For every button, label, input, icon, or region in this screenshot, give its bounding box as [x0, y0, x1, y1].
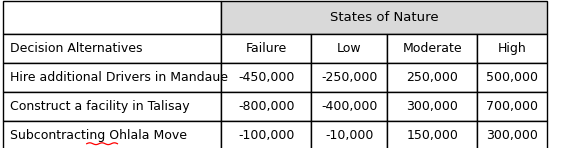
Text: Low: Low	[337, 42, 361, 55]
Bar	[477, 63, 547, 92]
Bar	[311, 92, 387, 121]
Text: -400,000: -400,000	[321, 100, 377, 113]
Text: 150,000: 150,000	[406, 129, 458, 141]
Text: -250,000: -250,000	[321, 71, 377, 84]
Text: Decision Alternatives: Decision Alternatives	[10, 42, 143, 55]
Bar	[311, 34, 387, 63]
Bar	[221, 92, 311, 121]
Bar	[311, 63, 387, 92]
Text: Failure: Failure	[246, 42, 287, 55]
Bar	[3, 1, 221, 34]
Text: High: High	[498, 42, 527, 55]
Bar	[3, 121, 221, 148]
Bar	[221, 1, 547, 34]
Text: 700,000: 700,000	[486, 100, 538, 113]
Text: Moderate: Moderate	[402, 42, 462, 55]
Text: -450,000: -450,000	[238, 71, 294, 84]
Text: States of Nature: States of Nature	[330, 11, 438, 24]
Bar	[387, 63, 477, 92]
Text: -800,000: -800,000	[238, 100, 294, 113]
Bar	[477, 92, 547, 121]
Text: 500,000: 500,000	[486, 71, 538, 84]
Bar	[387, 34, 477, 63]
Text: Subcontracting Ohlala Move: Subcontracting Ohlala Move	[10, 129, 187, 141]
Bar	[221, 63, 311, 92]
Text: 250,000: 250,000	[406, 71, 458, 84]
Bar	[477, 121, 547, 148]
Text: Hire additional Drivers in Mandaue: Hire additional Drivers in Mandaue	[10, 71, 228, 84]
Text: 300,000: 300,000	[406, 100, 458, 113]
Bar	[387, 121, 477, 148]
Text: -100,000: -100,000	[238, 129, 294, 141]
Bar	[3, 92, 221, 121]
Bar	[221, 121, 311, 148]
Bar	[477, 34, 547, 63]
Bar	[221, 34, 311, 63]
Text: -10,000: -10,000	[325, 129, 374, 141]
Bar	[311, 121, 387, 148]
Bar	[3, 34, 221, 63]
Text: 300,000: 300,000	[486, 129, 538, 141]
Bar	[387, 92, 477, 121]
Text: Construct a facility in Talisay: Construct a facility in Talisay	[10, 100, 190, 113]
Bar	[3, 63, 221, 92]
